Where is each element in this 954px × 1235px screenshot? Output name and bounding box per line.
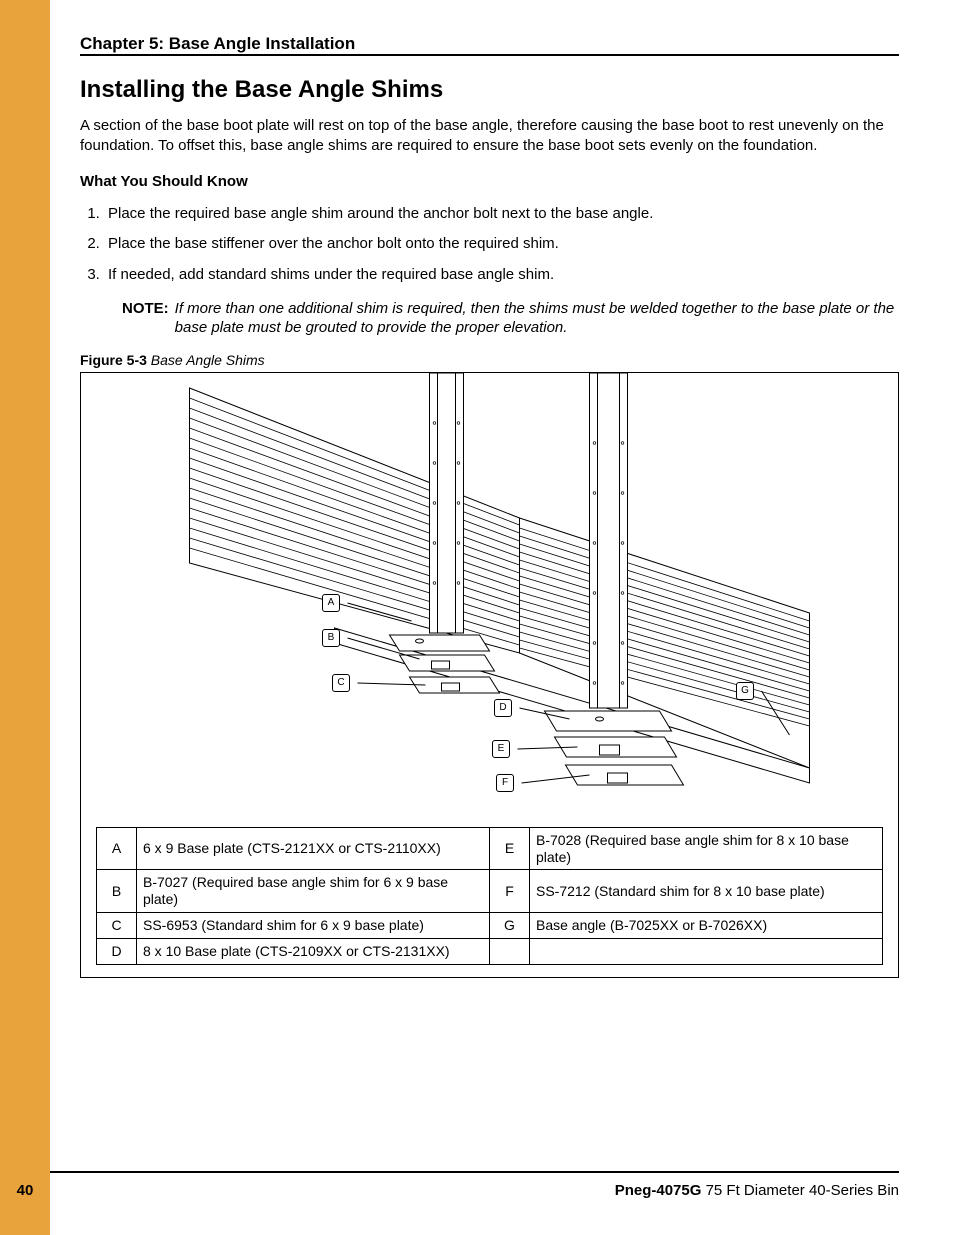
steps-list: Place the required base angle shim aroun… bbox=[104, 204, 899, 285]
footer-doc-code: Pneg-4075G bbox=[615, 1182, 702, 1199]
header-rule bbox=[80, 54, 899, 56]
legend-desc: B-7027 (Required base angle shim for 6 x… bbox=[137, 870, 490, 913]
table-row: D 8 x 10 Base plate (CTS-2109XX or CTS-2… bbox=[97, 938, 883, 964]
figure-box: A B C D E F G A 6 x 9 Base plate (CTS-21… bbox=[80, 372, 899, 978]
legend-desc-empty bbox=[530, 938, 883, 964]
intro-paragraph: A section of the base boot plate will re… bbox=[80, 116, 899, 155]
figure-label-e: E bbox=[492, 740, 510, 758]
legend-key: C bbox=[97, 912, 137, 938]
legend-desc: SS-6953 (Standard shim for 6 x 9 base pl… bbox=[137, 912, 490, 938]
table-row: A 6 x 9 Base plate (CTS-2121XX or CTS-21… bbox=[97, 827, 883, 870]
legend-desc: 6 x 9 Base plate (CTS-2121XX or CTS-2110… bbox=[137, 827, 490, 870]
legend-key: D bbox=[97, 938, 137, 964]
legend-key: A bbox=[97, 827, 137, 870]
legend-desc: B-7028 (Required base angle shim for 8 x… bbox=[530, 827, 883, 870]
legend-key: B bbox=[97, 870, 137, 913]
section-title: Installing the Base Angle Shims bbox=[80, 76, 899, 104]
footer-rule bbox=[50, 1171, 899, 1173]
side-accent-bar bbox=[0, 0, 50, 1235]
figure-label-c: C bbox=[332, 674, 350, 692]
note-label: NOTE: bbox=[122, 299, 169, 338]
table-row: C SS-6953 (Standard shim for 6 x 9 base … bbox=[97, 912, 883, 938]
content-area: Installing the Base Angle Shims A sectio… bbox=[80, 76, 899, 978]
note-text: If more than one additional shim is requ… bbox=[175, 299, 899, 338]
figure-label-f: F bbox=[496, 774, 514, 792]
legend-key: G bbox=[490, 912, 530, 938]
footer-doc-title: 75 Ft Diameter 40-Series Bin bbox=[706, 1182, 899, 1199]
figure-caption-number: Figure 5-3 bbox=[80, 352, 147, 368]
figure-label-b: B bbox=[322, 629, 340, 647]
legend-key-empty bbox=[490, 938, 530, 964]
footer: 40 Pneg-4075G 75 Ft Diameter 40-Series B… bbox=[0, 1182, 899, 1199]
figure-label-g: G bbox=[736, 682, 754, 700]
page: Chapter 5: Base Angle Installation Insta… bbox=[0, 0, 954, 1235]
legend-desc: 8 x 10 Base plate (CTS-2109XX or CTS-213… bbox=[137, 938, 490, 964]
figure-label-a: A bbox=[322, 594, 340, 612]
step-item: If needed, add standard shims under the … bbox=[104, 265, 899, 285]
chapter-title: Chapter 5: Base Angle Installation bbox=[80, 34, 355, 54]
note-block: NOTE: If more than one additional shim i… bbox=[122, 299, 899, 338]
figure-svg bbox=[81, 373, 898, 823]
subheading: What You Should Know bbox=[80, 173, 899, 190]
table-row: B B-7027 (Required base angle shim for 6… bbox=[97, 870, 883, 913]
step-item: Place the required base angle shim aroun… bbox=[104, 204, 899, 224]
figure-caption: Figure 5-3 Base Angle Shims bbox=[80, 352, 899, 368]
footer-title: Pneg-4075G 75 Ft Diameter 40-Series Bin bbox=[615, 1182, 899, 1199]
legend-key: E bbox=[490, 827, 530, 870]
legend-key: F bbox=[490, 870, 530, 913]
figure-caption-title: Base Angle Shims bbox=[151, 352, 265, 368]
page-number: 40 bbox=[0, 1182, 50, 1199]
step-item: Place the base stiffener over the anchor… bbox=[104, 234, 899, 254]
figure-label-d: D bbox=[494, 699, 512, 717]
legend-desc: SS-7212 (Standard shim for 8 x 10 base p… bbox=[530, 870, 883, 913]
figure-illustration: A B C D E F G bbox=[81, 373, 898, 823]
figure-legend-table: A 6 x 9 Base plate (CTS-2121XX or CTS-21… bbox=[96, 827, 883, 965]
legend-desc: Base angle (B-7025XX or B-7026XX) bbox=[530, 912, 883, 938]
